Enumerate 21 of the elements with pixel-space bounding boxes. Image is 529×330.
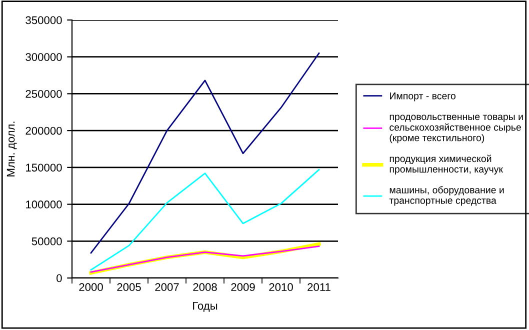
y-tick-label: 150000 bbox=[26, 164, 62, 172]
x-tick-label: 2005 bbox=[117, 283, 141, 292]
x-tick-label: 2011 bbox=[308, 283, 330, 292]
y-tick-label: 0 bbox=[56, 274, 62, 282]
y-tick-label: 250000 bbox=[26, 90, 62, 98]
x-tick-label: 2007 bbox=[155, 283, 179, 292]
y-axis-title: Млн. долл. bbox=[6, 122, 17, 176]
x-tick-label: 2000 bbox=[79, 283, 103, 292]
y-tick-label: 350000 bbox=[26, 16, 62, 24]
y-tick-label: 200000 bbox=[26, 126, 62, 135]
y-tick-label: 300000 bbox=[26, 53, 62, 61]
legend-label: машины, оборудование и транспортные средства bbox=[389, 186, 504, 206]
y-tick-label: 50000 bbox=[32, 237, 62, 246]
x-tick-label: 2009 bbox=[231, 283, 255, 292]
x-tick-label: 2010 bbox=[269, 283, 293, 292]
legend-label: продукция химической промышленности, каучук bbox=[390, 154, 503, 175]
legend-label: Импорт - всего bbox=[390, 92, 456, 102]
x-axis-title: Годы bbox=[193, 302, 218, 312]
legend-label: продовольственные товары и сельскохозяйственное сырье (кроме текстильного) bbox=[390, 114, 523, 144]
y-tick-label: 100000 bbox=[26, 200, 62, 208]
x-tick-label: 2008 bbox=[193, 283, 217, 292]
